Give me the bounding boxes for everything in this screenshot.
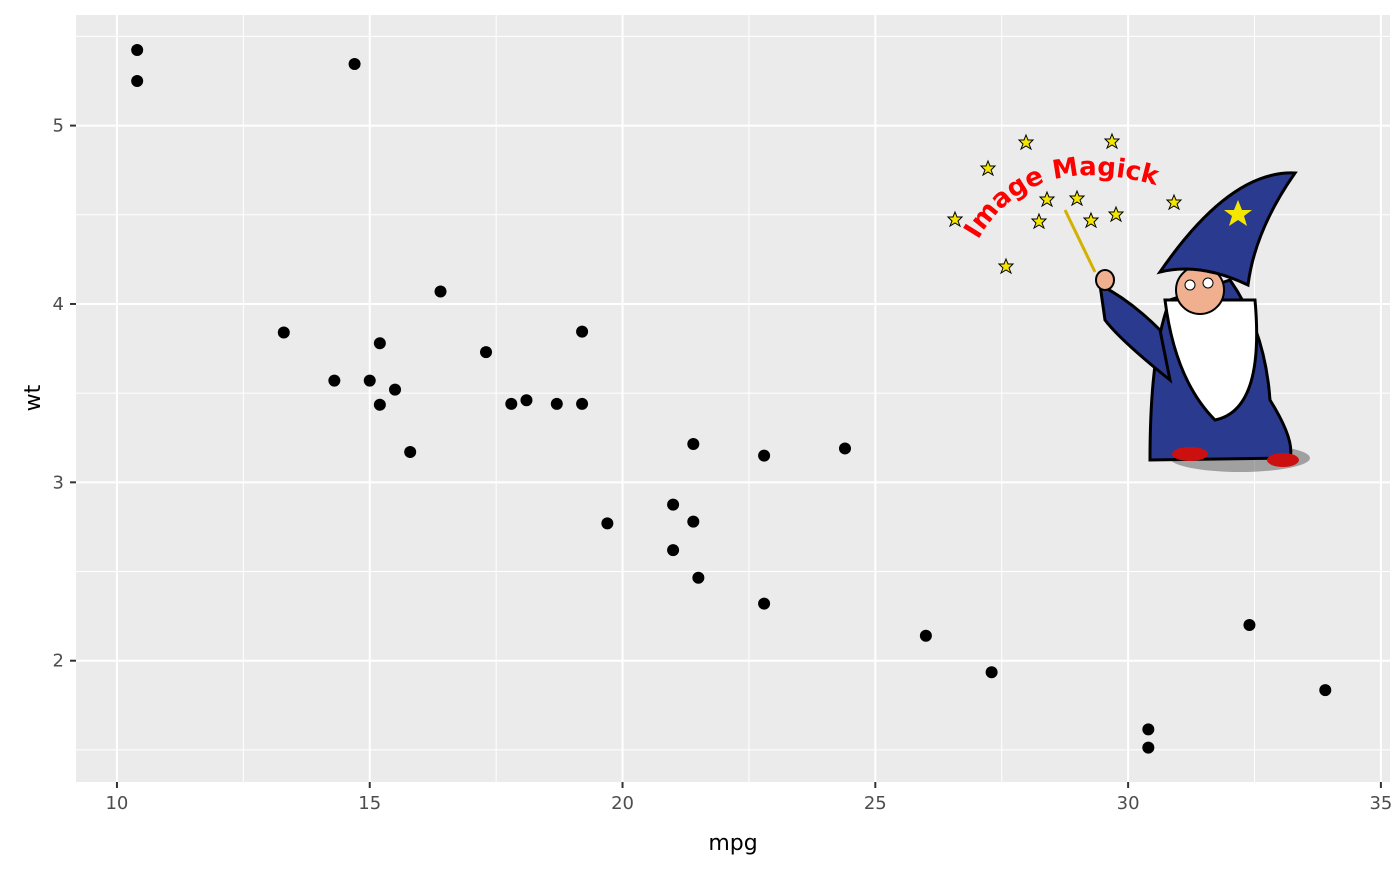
data-point [480, 346, 493, 359]
y-axis-label: wt [21, 384, 46, 411]
y-tick-label: 2 [53, 651, 64, 672]
x-tick-label: 15 [358, 793, 381, 814]
y-tick-label: 4 [53, 294, 64, 315]
data-point [373, 398, 386, 411]
x-tick-label: 25 [864, 793, 887, 814]
minor-gridlines [76, 15, 1390, 782]
x-tick-label: 20 [611, 793, 634, 814]
data-point [550, 397, 563, 410]
data-point [687, 515, 700, 528]
data-point [576, 397, 589, 410]
data-point [1142, 741, 1155, 754]
data-point [434, 285, 447, 298]
data-point [692, 571, 705, 584]
data-point [667, 544, 680, 557]
x-axis-label: mpg [708, 831, 757, 856]
x-tick-label: 10 [105, 793, 128, 814]
data-point [373, 337, 386, 350]
data-point [277, 326, 290, 339]
y-tick-label: 3 [53, 472, 64, 493]
data-point [348, 58, 361, 71]
data-point [131, 43, 144, 56]
data-point [758, 597, 771, 610]
data-point [1243, 619, 1256, 632]
y-tick-label: 5 [53, 116, 64, 137]
data-point [576, 325, 589, 338]
y-axis: 2 3 4 5 [53, 116, 76, 672]
data-point [363, 374, 376, 387]
data-point [758, 449, 771, 462]
data-point [1319, 684, 1332, 697]
data-point [687, 437, 700, 450]
data-point [404, 446, 417, 459]
x-tick-label: 30 [1117, 793, 1140, 814]
x-axis: 10 15 20 25 30 35 [105, 782, 1392, 814]
data-point [601, 517, 614, 530]
data-points [131, 43, 1332, 754]
data-point [919, 629, 932, 642]
data-point [131, 74, 144, 87]
data-point [520, 394, 533, 407]
data-point [985, 666, 998, 679]
data-point [505, 397, 518, 410]
data-point [328, 374, 341, 387]
data-point [1142, 723, 1155, 736]
data-point [389, 383, 402, 396]
data-point [838, 442, 851, 455]
x-tick-label: 35 [1369, 793, 1392, 814]
data-point [667, 498, 680, 511]
